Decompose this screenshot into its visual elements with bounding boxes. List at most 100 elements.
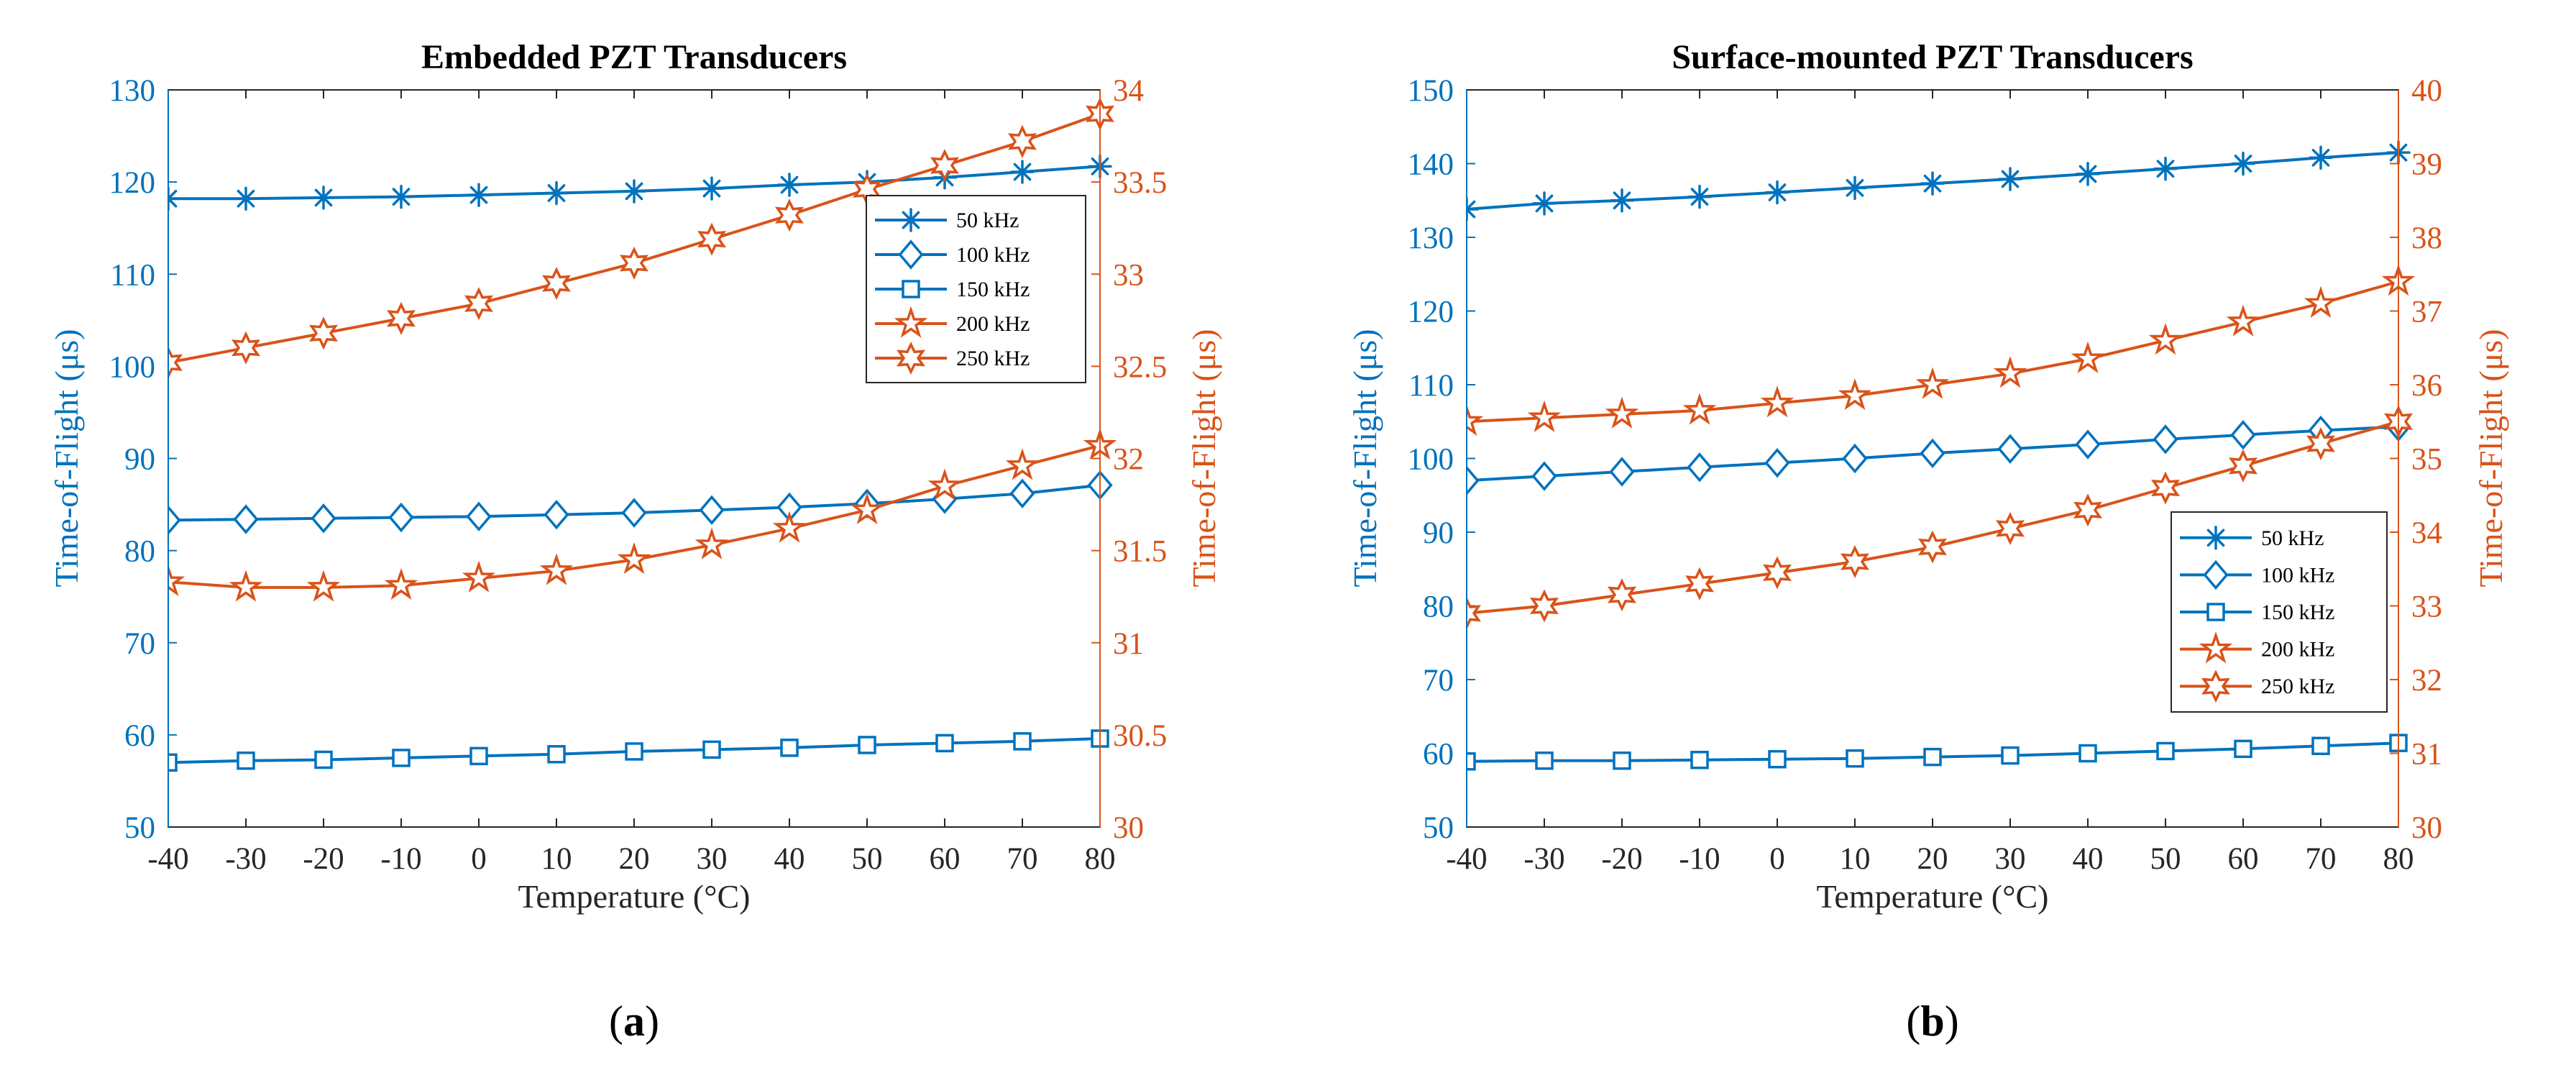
panel-a-left-tick-label: 80	[124, 535, 155, 569]
panel-a-legend-label-100-khz: 100 kHz	[956, 243, 1030, 267]
panel-b-point-200-khz	[1838, 378, 1872, 411]
panel-a-right-tick-label: 33.5	[1113, 166, 1167, 200]
panel-b-right-tick-label: 33	[2411, 590, 2442, 624]
panel-a-point-200-khz	[229, 570, 263, 602]
panel-a-point-250-khz	[619, 246, 649, 280]
panel-b-right-tick-label: 31	[2411, 738, 2442, 772]
panel-a-legend-entry-250-khz: 250 kHz	[875, 341, 1030, 375]
panel-b-point-50-khz	[1687, 184, 1712, 209]
panel-b-right-tick-label: 39	[2411, 148, 2442, 182]
panel-b-sublabel-open: (	[1906, 997, 1920, 1045]
panel-a-point-200-khz	[384, 567, 418, 600]
panel-b-point-250-khz	[1995, 511, 2025, 545]
panel-a-sublabel-letter: a	[623, 997, 645, 1045]
panel-b-title: Surface-mounted PZT Transducers	[1672, 38, 2193, 76]
panel-a-point-250-khz	[464, 287, 494, 321]
panel-b-point-50-khz	[1765, 180, 1789, 205]
panel-a-right-tick-labels: 30 30.5 31 31.5 32 32.5 33 33.5 34	[1113, 74, 1167, 845]
panel-b-legend-marker-100-khz	[2203, 559, 2229, 590]
panel-a-point-100-khz	[168, 505, 181, 536]
panel-a-point-250-khz	[541, 267, 572, 301]
panel-b-left-tick-label: 60	[1423, 738, 1454, 772]
panel-a-point-200-khz	[927, 468, 962, 501]
panel-a-legend-marker-250-khz	[897, 341, 925, 375]
panel-a-x-tick-labels: -40 -30 -20 -10 0 10 20 30 40 50 60 70 80	[147, 842, 1115, 876]
panel-a-left-tick-label: 60	[124, 719, 155, 753]
panel-b-point-200-khz	[1527, 400, 1562, 432]
panel-b-point-250-khz	[2306, 426, 2335, 461]
panel-b-right-tick-label: 34	[2411, 516, 2442, 550]
panel-a-point-50-khz	[544, 181, 569, 206]
panel-a-series-150-khz	[168, 729, 1109, 772]
panel-b-right-tick-label: 35	[2411, 443, 2442, 477]
panel-b-point-150-khz	[1846, 749, 1864, 768]
panel-b-point-50-khz	[1998, 167, 2022, 191]
panel-a-point-100-khz	[311, 503, 336, 534]
panel-b-point-250-khz	[1607, 578, 1637, 612]
panel-b-legend-entry-200-khz: 200 kHz	[2180, 631, 2334, 664]
panel-b-point-150-khz	[1535, 752, 1554, 770]
panel-b-left-tick-label: 140	[1408, 148, 1454, 182]
panel-a-point-100-khz	[1009, 478, 1035, 508]
panel-b-line-200-khz	[1467, 280, 2399, 424]
panel-b-x-tick-label: -20	[1601, 842, 1642, 876]
panel-b-point-250-khz	[1467, 596, 1482, 630]
panel-b-legend-label-150-khz: 150 kHz	[2261, 600, 2334, 624]
panel-b-point-150-khz	[2156, 741, 2175, 761]
panel-a-x-tick-label: -30	[225, 842, 266, 876]
panel-a-right-tick-label: 34	[1113, 74, 1144, 108]
panel-a-point-250-khz	[697, 222, 727, 256]
panel-b-left-y-axis-label: Time-of-Flight (μs)	[1347, 329, 1383, 587]
panel-a-legend-marker-200-khz	[894, 306, 928, 338]
panel-b-point-200-khz	[1915, 367, 1950, 399]
panel-a-point-150-khz	[702, 740, 721, 759]
panel-a-title: Embedded PZT Transducers	[421, 38, 847, 76]
panel-a-point-50-khz	[700, 176, 724, 201]
panel-b-legend-label-50-khz: 50 kHz	[2261, 526, 2324, 550]
panel-a-point-200-khz	[539, 553, 574, 585]
panel-a-point-150-khz	[935, 734, 954, 753]
panel-b-left-tick-label: 50	[1423, 811, 1454, 845]
panel-a-legend-entry-200-khz: 200 kHz	[875, 306, 1030, 338]
panel-b-legend-entry-100-khz: 100 kHz	[2180, 559, 2334, 590]
panel-b-x-tick-label: 40	[2073, 842, 2104, 876]
panel-b-point-100-khz	[1687, 452, 1713, 483]
panel-b-x-tick-label: 10	[1840, 842, 1871, 876]
panel-a-series-200-khz	[168, 428, 1117, 602]
panel-b-point-100-khz	[2075, 429, 2101, 460]
panel-b-point-200-khz	[1993, 356, 2027, 388]
panel-a-point-200-khz	[168, 564, 185, 597]
panel-a-sublabel-close: )	[645, 997, 659, 1045]
panel-b-point-100-khz	[2230, 419, 2256, 450]
panel-a-point-100-khz	[233, 504, 259, 534]
panel-b-legend-marker-50-khz	[2204, 526, 2228, 550]
panel-b-point-200-khz	[1682, 393, 1717, 425]
panel-b-point-250-khz	[2073, 493, 2103, 527]
panel-a-point-150-khz	[780, 739, 799, 757]
panel-a-right-y-axis-label: Time-of-Flight (μs)	[1186, 329, 1222, 587]
panel-a-point-250-khz	[386, 301, 416, 335]
panel-a-point-250-khz	[231, 331, 261, 365]
panel-a-point-200-khz	[772, 511, 807, 543]
panel-a-point-50-khz	[467, 183, 491, 207]
panel-b-point-150-khz	[2234, 739, 2252, 759]
panel-b-series	[1467, 140, 2416, 771]
panel-a-point-50-khz	[1010, 160, 1035, 184]
panel-b-point-50-khz	[2153, 156, 2178, 181]
panel-b-right-tick-labels: 30 31 32 33 34 35 36 37 38 39 40	[2411, 74, 2442, 845]
panel-b-x-tick-labels: -40 -30 -20 -10 0 10 20 30 40 50 60 70 80	[1446, 842, 2414, 876]
panel-a-x-tick-label: 20	[619, 842, 650, 876]
panel-b-point-100-khz	[1997, 434, 2023, 464]
panel-b-left-tick-label: 80	[1423, 590, 1454, 624]
panel-b-point-50-khz	[1920, 171, 1945, 196]
panel-b-x-tick-label: -30	[1523, 842, 1564, 876]
panel-a-point-100-khz	[544, 499, 569, 530]
panel-b-sublabel-letter: b	[1920, 997, 1944, 1045]
panel-b-legend-label-250-khz: 250 kHz	[2261, 675, 2334, 698]
panel-b-point-100-khz	[1764, 447, 1790, 478]
panel-b-x-tick-label: 60	[2228, 842, 2259, 876]
panel-b-point-50-khz	[1532, 191, 1557, 216]
panel-a-left-tick-labels: 50 60 70 80 90 100 110 120 130	[109, 74, 156, 845]
panel-b-point-150-khz	[1690, 750, 1709, 769]
panel-b: Surface-mounted PZT Transducers 50 60 70 80…	[1347, 38, 2509, 1045]
